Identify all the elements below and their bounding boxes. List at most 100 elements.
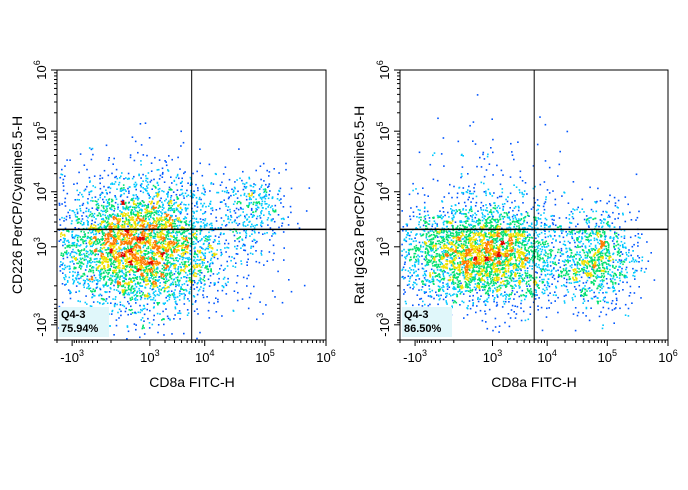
- event-dot: [239, 177, 241, 180]
- event-dot: [176, 189, 179, 191]
- event-dot: [249, 197, 251, 199]
- event-dot: [142, 326, 144, 328]
- event-dot: [61, 216, 63, 219]
- event-dot: [184, 267, 186, 270]
- event-dot: [249, 220, 251, 223]
- event-dot: [196, 210, 198, 212]
- event-dot: [184, 207, 187, 209]
- event-dot: [171, 223, 173, 225]
- event-dot: [186, 239, 188, 242]
- event-dot: [278, 226, 280, 229]
- event-dot: [136, 276, 139, 278]
- event-dot: [183, 218, 186, 220]
- event-dot: [146, 222, 149, 225]
- event-dot: [89, 305, 92, 307]
- event-dot: [150, 213, 152, 215]
- event-dot: [199, 251, 202, 254]
- event-dot: [134, 140, 137, 143]
- event-dot: [193, 273, 195, 276]
- event-dot: [198, 259, 200, 261]
- event-dot: [113, 210, 115, 212]
- event-dot: [96, 241, 98, 243]
- event-dot: [81, 224, 84, 226]
- event-dot: [158, 288, 160, 290]
- event-dot: [268, 204, 270, 206]
- event-dots: [401, 94, 656, 333]
- event-dot: [269, 206, 272, 209]
- event-dot: [178, 211, 181, 213]
- event-dot: [137, 212, 139, 215]
- event-dot: [109, 233, 111, 236]
- event-dot: [142, 276, 144, 278]
- event-dot: [162, 252, 165, 254]
- event-dot: [531, 254, 534, 257]
- event-dot: [298, 227, 301, 229]
- event-dot: [467, 230, 469, 232]
- event-dot: [115, 269, 117, 271]
- event-dot: [124, 258, 126, 261]
- event-dot: [192, 194, 195, 196]
- event-dot: [261, 202, 263, 205]
- event-dot: [143, 222, 146, 225]
- event-dot: [183, 203, 185, 206]
- event-dot: [196, 263, 199, 265]
- event-dot: [143, 233, 146, 235]
- event-dot: [164, 267, 167, 270]
- event-dot: [161, 232, 163, 234]
- event-dot: [138, 215, 141, 217]
- event-dot: [474, 283, 477, 285]
- event-dot: [273, 252, 275, 255]
- event-dot: [71, 251, 73, 253]
- event-dot: [174, 296, 177, 299]
- event-dot: [92, 252, 94, 255]
- event-dot: [102, 285, 105, 288]
- event-dot: [185, 223, 188, 225]
- event-dot: [96, 279, 99, 281]
- event-dot: [143, 256, 146, 259]
- event-dot: [106, 210, 109, 212]
- event-dot: [476, 246, 479, 249]
- event-dot: [105, 205, 107, 208]
- event-dot: [146, 224, 149, 227]
- event-dot: [76, 189, 78, 192]
- event-dot: [141, 274, 144, 276]
- event-dot: [178, 285, 180, 287]
- event-dot: [186, 213, 189, 215]
- event-dot: [194, 301, 197, 303]
- event-dot: [129, 154, 132, 156]
- event-dot: [439, 210, 441, 212]
- event-dot: [194, 281, 196, 284]
- event-dot: [140, 242, 143, 245]
- event-dot: [146, 271, 149, 273]
- event-dot: [185, 272, 187, 274]
- event-dot: [179, 232, 182, 235]
- event-dot: [540, 214, 542, 216]
- event-dot: [122, 202, 125, 204]
- event-dot: [154, 156, 156, 159]
- event-dot: [105, 211, 107, 214]
- event-dot: [67, 239, 69, 242]
- event-dot: [177, 197, 180, 200]
- event-dot: [124, 291, 127, 293]
- event-dot: [180, 188, 182, 191]
- event-dot: [265, 195, 268, 197]
- event-dot: [153, 269, 156, 271]
- event-dot: [144, 294, 147, 296]
- event-dot: [200, 202, 202, 205]
- event-dot: [424, 241, 426, 243]
- event-dot: [108, 214, 111, 216]
- event-dot: [139, 238, 142, 241]
- event-dot: [135, 268, 138, 270]
- event-dot: [246, 264, 248, 266]
- event-dot: [154, 290, 157, 292]
- event-dot: [432, 272, 434, 274]
- event-dot: [60, 232, 63, 234]
- event-dot: [140, 262, 142, 264]
- event-dot: [107, 258, 109, 261]
- event-dot: [196, 282, 199, 285]
- event-dot: [65, 275, 67, 278]
- event-dot: [552, 294, 555, 296]
- event-dot: [477, 296, 479, 299]
- event-dot: [252, 211, 254, 214]
